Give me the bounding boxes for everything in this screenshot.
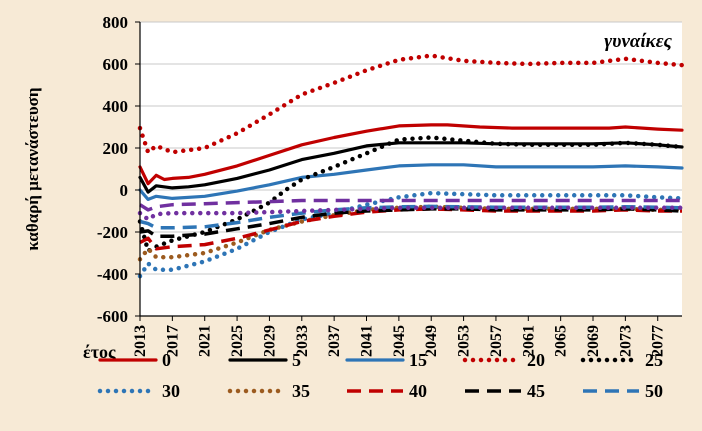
y-tick-label: 0 xyxy=(120,181,129,200)
x-tick-label: 2057 xyxy=(488,325,505,357)
y-tick-label: -400 xyxy=(97,265,128,284)
x-axis-label: έτος xyxy=(83,342,116,362)
x-tick-label: 2013 xyxy=(132,325,149,357)
x-tick-label: 2073 xyxy=(617,325,634,357)
x-tick-label: 2033 xyxy=(294,325,311,357)
legend-label: 15 xyxy=(409,350,427,370)
x-tick-label: 2025 xyxy=(229,325,246,357)
legend-label: 5 xyxy=(292,350,301,370)
series-line-15 xyxy=(138,163,684,201)
y-tick-label: 400 xyxy=(103,97,129,116)
legend: 0 5 15 20 25 30 35 40 45 50 xyxy=(97,350,663,401)
series-line-20 xyxy=(137,53,685,155)
legend-label: 30 xyxy=(162,381,180,401)
legend-label: 35 xyxy=(292,381,310,401)
chart-annotation: γυναίκες xyxy=(604,31,672,52)
legend-label: 0 xyxy=(162,350,171,370)
x-tick-label: 2061 xyxy=(520,325,537,357)
series-line-45 xyxy=(139,207,683,238)
x-tick-label: 2017 xyxy=(164,325,181,357)
legend-label: 20 xyxy=(527,350,545,370)
x-tick-label: 2041 xyxy=(359,325,376,357)
gridlines xyxy=(140,21,682,317)
legend-label: 45 xyxy=(527,381,545,401)
x-tick-label: 2077 xyxy=(650,325,667,357)
y-tick-label: -600 xyxy=(97,307,128,326)
y-tick-label: -200 xyxy=(97,223,128,242)
x-tick-label: 2037 xyxy=(326,325,343,357)
x-tick-label: 2049 xyxy=(423,325,440,357)
x-tick-label: 2065 xyxy=(553,325,570,357)
x-tick-labels: 2013 2017 2021 2025 2029 2033 2037 2041 2045 2049… xyxy=(132,325,667,357)
y-axis-label: καθαρή μετανάστευση xyxy=(23,87,42,250)
x-tick-label: 2069 xyxy=(585,325,602,357)
y-tick-label: 800 xyxy=(103,13,129,32)
x-tick-label: 2021 xyxy=(197,325,214,357)
series-line xyxy=(137,205,685,222)
axes xyxy=(135,21,682,321)
legend-label: 50 xyxy=(645,381,663,401)
series-line-25 xyxy=(137,135,685,254)
y-tick-label: 200 xyxy=(103,139,129,158)
series-lines xyxy=(137,53,685,279)
x-tick-label: 2053 xyxy=(456,325,473,357)
x-tick-label: 2029 xyxy=(261,325,278,357)
series-line-5 xyxy=(138,141,684,194)
series-line-0 xyxy=(138,123,684,186)
legend-label: 25 xyxy=(645,350,663,370)
legend-label: 40 xyxy=(409,381,427,401)
y-tick-label: 600 xyxy=(103,55,129,74)
x-tick-label: 2045 xyxy=(391,325,408,357)
series-line xyxy=(139,198,682,212)
y-tick-labels: -600 -400 -200 0 200 400 600 800 xyxy=(97,13,128,326)
